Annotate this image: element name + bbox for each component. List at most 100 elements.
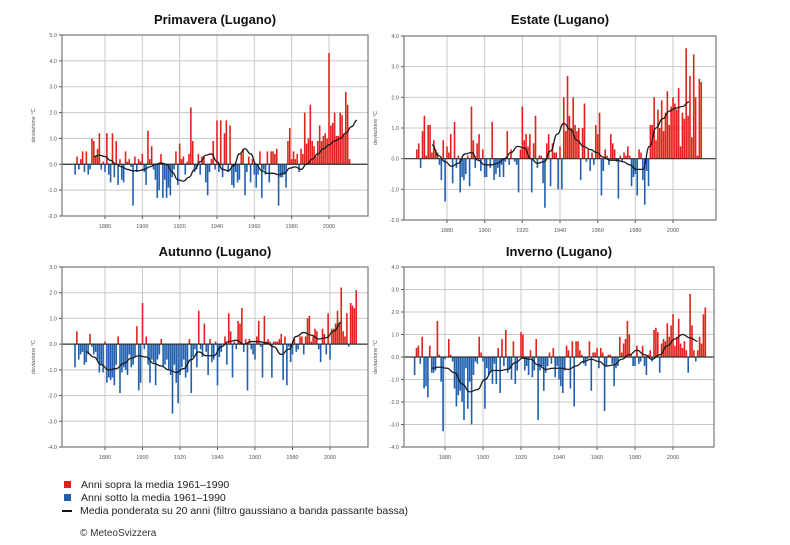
bar-below [317,344,320,350]
bar-below [542,357,545,391]
bar-above [691,137,693,159]
bar-below [500,158,503,165]
bar-below [102,344,104,373]
bar-below [461,158,463,178]
bar-below [573,357,576,407]
bar-above [551,143,554,159]
bar-below [122,344,125,368]
y-tick-label: 1.0 [49,316,57,322]
bar-below [440,158,443,181]
bar-above [566,75,569,159]
bar-above [476,143,478,159]
bar-below [432,357,435,373]
bar-above [317,141,319,165]
bar-above [303,112,306,165]
bar-above [106,133,108,165]
plot-frame [61,266,369,448]
y-tick-label: 4.0 [391,34,399,40]
bar-below [480,158,482,171]
bar-below [87,344,89,355]
bar-below [561,357,564,393]
bar-above [618,336,621,357]
y-tick-label: -2.0 [390,218,399,224]
bar-below [589,158,591,171]
bar-below [193,164,196,173]
bar-above [674,103,676,159]
bar-above [470,106,473,159]
bar-above [427,124,429,159]
bar-below [295,344,298,352]
bar-above [134,156,136,165]
y-tick-label: 2.0 [391,95,399,101]
bar-above [702,314,705,357]
bar-above [91,138,93,165]
bar-above [662,339,665,357]
bar-above [237,321,239,345]
bar-below [489,158,492,168]
x-tick-label: 2000 [667,455,679,461]
bar-above [672,314,674,357]
y-tick-label: 2.0 [49,291,57,297]
x-tick-label: 1880 [99,455,111,461]
bar-below [556,357,558,366]
bar-below [516,357,519,371]
bar-below [149,344,151,383]
bar-above [501,339,503,357]
bar-above [324,133,327,165]
bar-below [206,164,209,196]
bar-above [449,354,452,357]
bar-above [136,326,138,345]
bar-below [91,344,93,347]
bar-above [472,140,475,159]
legend-item-smooth: Media ponderata su 20 anni (filtro gauss… [62,504,408,517]
bar-above [506,131,509,159]
bar-above [571,341,574,357]
bar-above [149,159,151,165]
bar-below [523,357,526,371]
bar-above [525,134,527,159]
bar-above [256,336,258,345]
bar-below [541,357,543,366]
bar-above [668,336,671,357]
bar-above [294,159,297,165]
smooth-line [86,321,342,374]
bar-above [241,308,243,345]
bar-above [257,321,260,345]
bar-below [184,164,187,175]
bar-above [662,131,665,159]
bar-above [692,54,695,159]
bar-below [539,357,541,371]
bar-below [134,344,136,357]
bar-above [555,152,558,159]
bar-below [434,357,437,371]
bar-below [181,344,183,368]
bar-below [291,344,294,355]
bar-above [175,151,177,165]
bar-above [124,151,127,165]
bar-below [639,357,642,362]
bar-below [658,357,661,373]
bar-below [121,164,123,180]
bar-above [628,334,631,357]
bar-below [508,357,511,369]
y-tick-label: -2.0 [390,400,399,406]
bar-below [645,357,648,375]
bar-below [613,357,615,387]
bar-above [609,354,612,357]
bar-below [113,164,116,178]
bar-above [346,313,348,345]
bar-above [442,140,445,159]
y-tick-label: 0.0 [391,157,399,163]
bar-above [327,313,329,345]
y-tick-label: 4.0 [49,59,57,65]
bar-below [264,164,267,175]
bar-below [645,158,648,171]
bar-above [266,151,269,165]
bar-above [89,333,91,345]
bar-above [521,106,524,159]
bar-above [344,336,346,345]
chart-title: Autunno (Lugano) [158,244,272,259]
legend-swatch-above [64,481,71,488]
bar-below [482,357,484,362]
